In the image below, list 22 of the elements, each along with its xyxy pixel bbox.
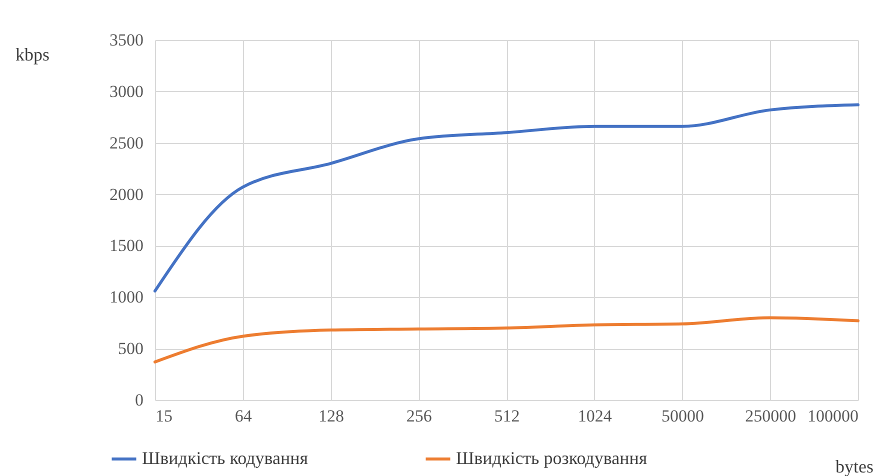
legend-label: Швидкість розкодування	[456, 448, 648, 468]
y-tick-label: 3500	[110, 30, 144, 50]
x-tick-label: 128	[318, 406, 344, 426]
y-tick-label: 500	[118, 339, 144, 358]
x-tick-label: 100000	[808, 406, 858, 426]
x-tick-label: 512	[494, 406, 520, 426]
y-tick-label: 2500	[110, 133, 144, 152]
x-tick-label: 250000	[745, 406, 796, 426]
x-tick-label: 256	[406, 406, 432, 426]
x-tick-label: 50000	[662, 406, 704, 426]
x-tick-label: 64	[234, 406, 252, 426]
y-tick-label: 3000	[110, 82, 144, 101]
y-tick-label: 1500	[110, 236, 144, 256]
y-tick-label: 0	[135, 390, 144, 410]
line-series	[154, 103, 860, 292]
y-axis-title: kbps	[16, 44, 50, 64]
legend-label: Швидкість кодування	[142, 448, 308, 468]
y-tick-label: 1000	[110, 288, 144, 307]
y-tick-label: 2000	[110, 184, 144, 204]
x-tick-label: 15	[156, 406, 172, 426]
line-series	[154, 316, 860, 364]
x-tick-label: 1024	[578, 406, 612, 426]
